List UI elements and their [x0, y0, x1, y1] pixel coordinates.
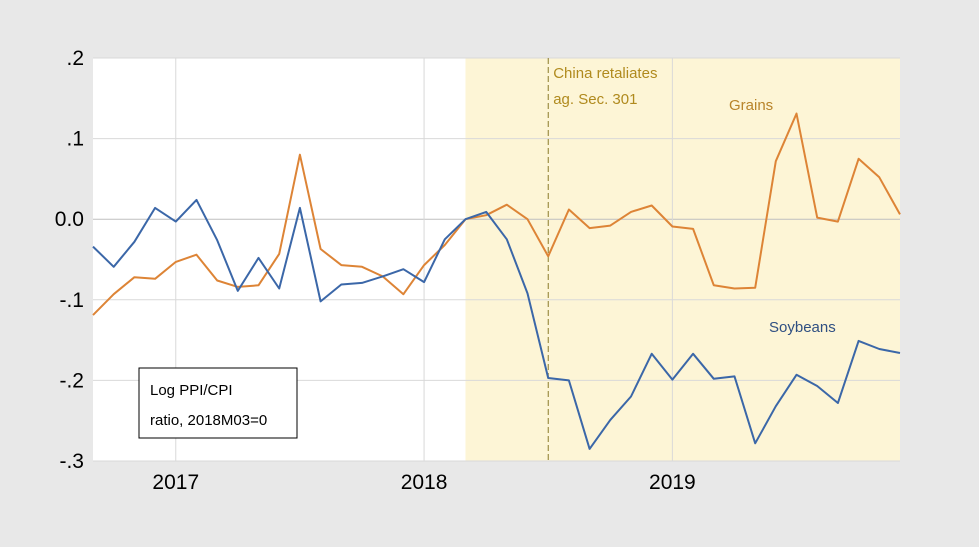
- x-axis-ticks: 2017 2018 2019: [152, 471, 695, 494]
- y-tick-label: .1: [66, 128, 84, 151]
- series-label-grains: Grains: [729, 97, 773, 114]
- event-label-line-1: China retaliates: [553, 65, 657, 82]
- y-tick-label: -.1: [59, 289, 84, 312]
- y-tick-label: 0.0: [55, 208, 84, 231]
- event-label-line-2: ag. Sec. 301: [553, 91, 637, 108]
- y-tick-label: -.2: [59, 369, 84, 392]
- series-label-soybeans: Soybeans: [769, 319, 836, 336]
- y-tick-label: -.3: [59, 450, 84, 473]
- annotation-line-1: Log PPI/CPI: [150, 382, 233, 399]
- y-axis-ticks: .2 .1 0.0 -.1 -.2 -.3: [55, 47, 84, 473]
- series-line-soybeans: [92, 198, 901, 450]
- x-tick-label: 2017: [152, 471, 199, 494]
- x-tick-label: 2019: [649, 471, 696, 494]
- event-marker: China retaliates ag. Sec. 301: [547, 58, 657, 461]
- series-lines: [92, 112, 901, 450]
- annotation-line-2: ratio, 2018M03=0: [150, 412, 267, 429]
- annotation-box: Log PPI/CPI ratio, 2018M03=0: [138, 367, 298, 439]
- x-tick-label: 2018: [401, 471, 448, 494]
- series-line-grains: [92, 112, 901, 316]
- y-tick-label: .2: [66, 47, 84, 70]
